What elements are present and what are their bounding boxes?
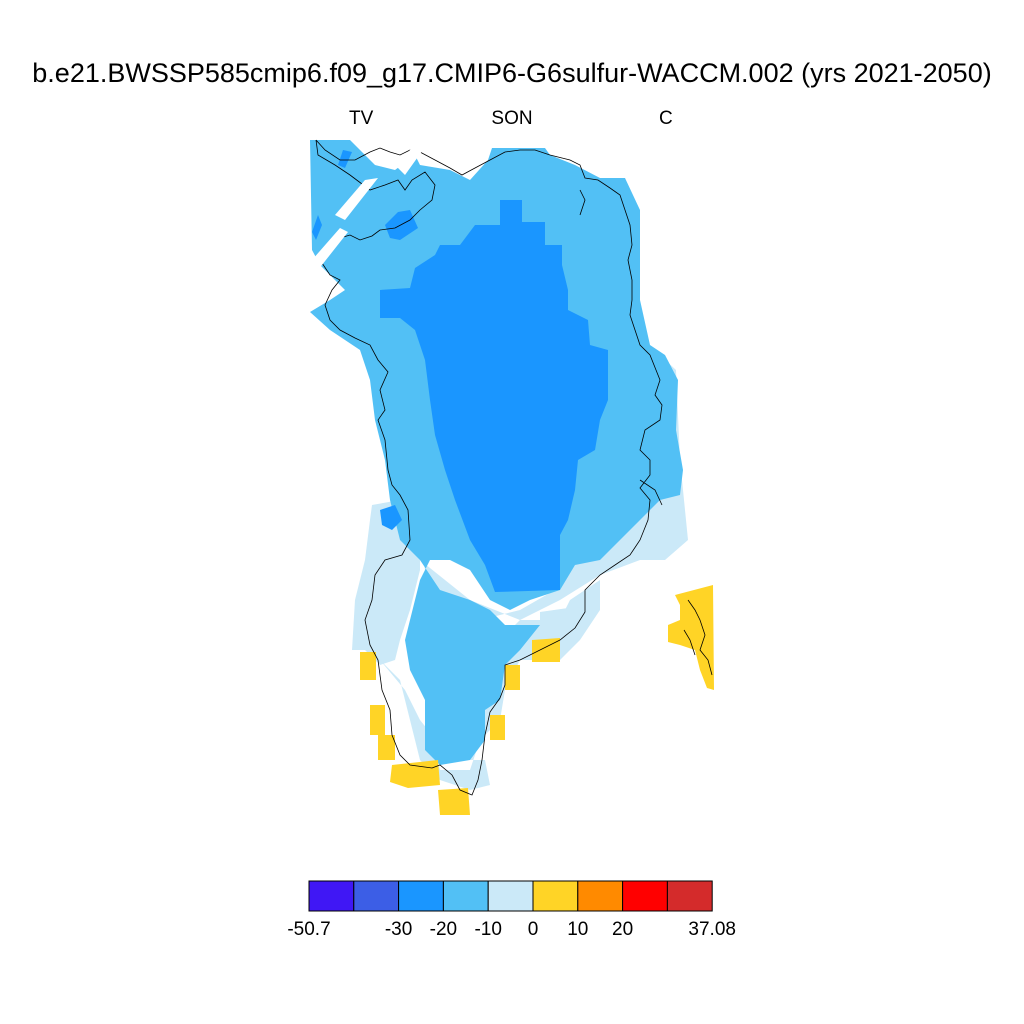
colorbar-tick-label: 10 <box>567 919 588 940</box>
coastline <box>315 139 713 796</box>
colorbar-tick-label: 20 <box>612 919 633 940</box>
field-very-negative <box>312 150 608 592</box>
season-label: SON <box>491 108 533 129</box>
colorbar-box <box>622 880 668 912</box>
colorbar-box <box>398 880 444 912</box>
colorbar-box <box>577 880 624 912</box>
colorbar-tick-label: 37.08 <box>688 919 736 940</box>
colorbar-tick-label: -30 <box>385 919 412 940</box>
variable-label: TV <box>349 108 374 129</box>
nodata-area <box>312 140 430 270</box>
colorbar-box <box>487 880 534 912</box>
colorbar-tick-label: 0 <box>528 919 539 940</box>
colorbar-box <box>442 880 489 912</box>
colorbar-tick-label: -10 <box>474 919 501 940</box>
colorbar-box <box>666 880 713 912</box>
units-label: C <box>659 108 673 129</box>
colorbar-tick-label: -50.7 <box>287 919 330 940</box>
colorbar-box <box>532 880 579 912</box>
colorbar-box <box>353 880 400 912</box>
colorbar-tick-label: -20 <box>430 919 457 940</box>
colorbar-box <box>308 880 355 912</box>
plot-title: b.e21.BWSSP585cmip6.f09_g17.CMIP6-G6sulf… <box>32 58 992 88</box>
